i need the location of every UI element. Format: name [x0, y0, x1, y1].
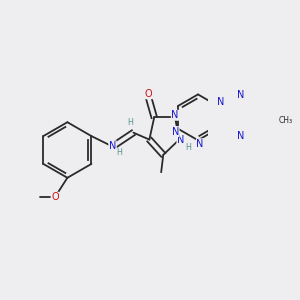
Text: N: N: [171, 110, 179, 120]
Text: O: O: [145, 89, 152, 99]
Text: H: H: [116, 148, 122, 157]
Text: N: N: [217, 98, 224, 107]
Text: O: O: [51, 192, 59, 202]
Text: N: N: [237, 131, 244, 141]
Text: N: N: [196, 139, 204, 149]
Text: N: N: [237, 91, 244, 100]
Text: N: N: [177, 135, 184, 145]
Text: CH₃: CH₃: [279, 116, 293, 125]
Text: N: N: [172, 127, 179, 136]
Text: N: N: [109, 141, 116, 151]
Text: H: H: [185, 143, 191, 152]
Text: H: H: [128, 118, 134, 127]
